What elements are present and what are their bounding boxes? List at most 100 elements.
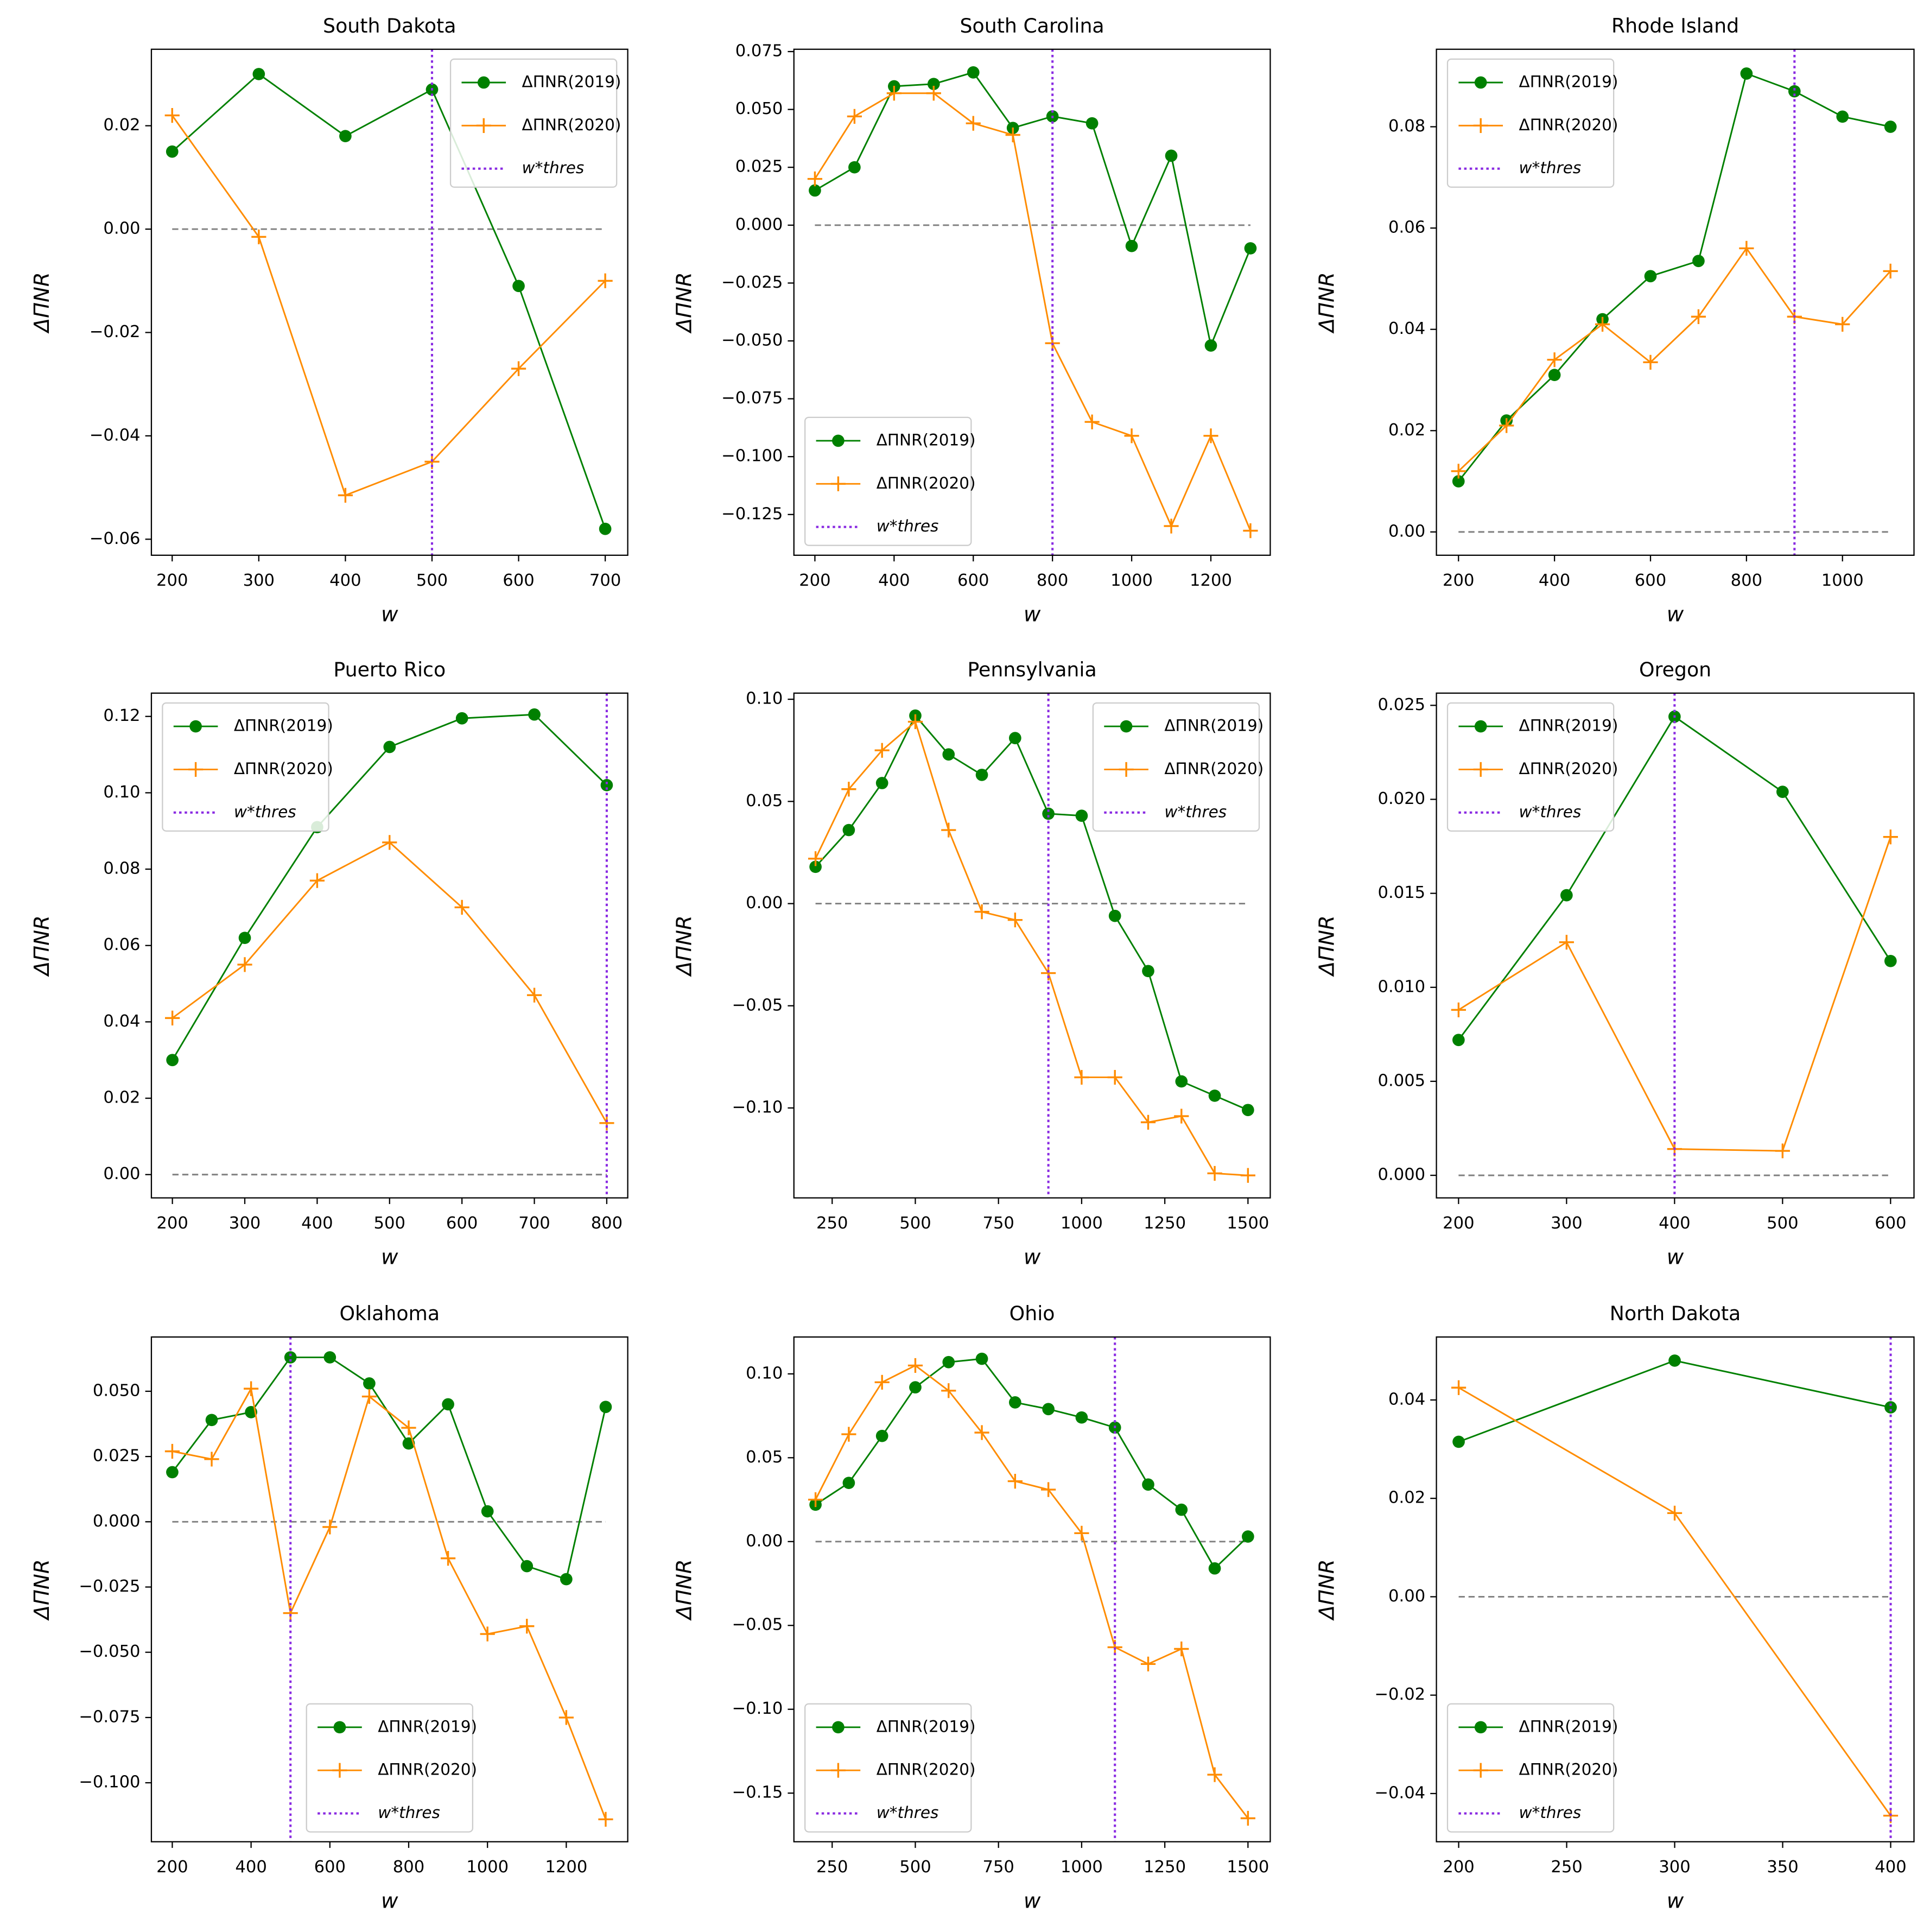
plot-frame <box>793 48 1271 556</box>
legend: ΔΠNR(2019) ΔΠNR(2020) w*thres <box>162 702 333 832</box>
marker <box>1175 1503 1188 1516</box>
x-axis-label: w <box>381 1245 398 1269</box>
y-axis-label: ΔΠNR <box>30 1559 54 1621</box>
marker <box>1175 1075 1188 1088</box>
x-tick-label: 200 <box>1443 571 1474 590</box>
marker <box>1835 316 1850 332</box>
marker <box>1452 1435 1465 1448</box>
marker <box>966 116 981 131</box>
legend-label: ΔΠNR(2019) <box>378 1717 477 1735</box>
marker <box>520 1560 534 1573</box>
x-tick-label: 200 <box>1443 1214 1474 1233</box>
x-tick-label: 250 <box>816 1858 848 1877</box>
marker <box>1107 1069 1122 1085</box>
x-tick-label: 700 <box>518 1214 550 1233</box>
marker <box>283 1605 298 1621</box>
marker <box>886 86 901 101</box>
marker <box>323 1351 337 1364</box>
y-tick-label: −0.05 <box>732 1616 783 1635</box>
marker <box>1884 954 1897 967</box>
marker <box>1041 965 1056 981</box>
marker <box>1204 339 1217 352</box>
y-axis-label: ΔΠNR <box>1315 272 1339 334</box>
y-tick-label: 0.08 <box>103 859 140 878</box>
x-tick-label: 1000 <box>1061 1858 1103 1877</box>
legend-marker <box>1473 1763 1488 1778</box>
legend-label: w*thres <box>877 1803 939 1822</box>
marker <box>164 1443 180 1459</box>
y-axis-label: ΔΠNR <box>672 915 697 977</box>
marker <box>1739 240 1754 256</box>
marker <box>1775 1143 1790 1158</box>
marker <box>165 1010 180 1025</box>
marker <box>1005 127 1020 143</box>
series-line <box>172 115 606 497</box>
marker <box>875 777 888 789</box>
x-tick-label: 400 <box>878 571 910 590</box>
x-axis-label: w <box>1667 1889 1684 1913</box>
marker <box>1124 428 1139 444</box>
marker <box>1243 523 1258 539</box>
marker <box>967 66 980 79</box>
legend-label: ΔΠNR(2020) <box>1519 1760 1618 1779</box>
marker <box>1668 1354 1681 1367</box>
y-tick-label: 0.10 <box>103 783 140 802</box>
marker <box>1009 732 1021 744</box>
legend-marker <box>1473 118 1488 133</box>
x-tick-label: 250 <box>816 1214 848 1233</box>
marker <box>1451 1380 1466 1395</box>
marker <box>1164 518 1179 534</box>
x-tick-label: 800 <box>1037 571 1068 590</box>
y-tick-label: 0.00 <box>746 894 783 913</box>
legend-box <box>804 416 972 546</box>
marker <box>1451 464 1466 479</box>
marker <box>808 851 823 866</box>
legend-marker <box>332 1763 347 1778</box>
marker <box>907 1358 923 1373</box>
marker <box>1007 1473 1023 1489</box>
marker <box>974 904 989 920</box>
x-tick-label: 500 <box>374 1214 405 1233</box>
marker <box>809 184 821 197</box>
legend-label: ΔΠNR(2020) <box>1519 116 1618 134</box>
y-tick-label: −0.125 <box>721 504 783 523</box>
marker <box>1203 428 1218 444</box>
marker <box>440 1551 456 1566</box>
y-tick-label: −0.10 <box>732 1098 783 1117</box>
marker <box>1560 889 1573 902</box>
y-axis-label: ΔΠNR <box>672 272 697 334</box>
y-tick-label: −0.075 <box>721 389 783 408</box>
x-tick-label: 200 <box>156 571 188 590</box>
y-tick-label: 0.015 <box>1378 883 1426 902</box>
x-tick-label: 750 <box>982 1858 1014 1877</box>
y-tick-label: −0.050 <box>79 1642 140 1661</box>
marker <box>1207 1767 1222 1782</box>
y-tick-label: −0.050 <box>721 331 783 350</box>
marker <box>1007 913 1023 928</box>
marker <box>1883 263 1898 279</box>
marker <box>600 778 613 791</box>
y-tick-label: 0.04 <box>1388 1390 1425 1409</box>
legend-marker <box>832 434 845 447</box>
marker <box>1452 1034 1465 1047</box>
marker <box>322 1519 338 1535</box>
x-tick-label: 1000 <box>1061 1214 1103 1233</box>
panel-title: Ohio <box>1010 1302 1055 1325</box>
x-tick-label: 1250 <box>1144 1214 1186 1233</box>
legend-box <box>1092 702 1260 832</box>
series-line <box>1458 1359 1891 1443</box>
y-tick-label: 0.000 <box>1378 1165 1426 1184</box>
marker <box>1240 1168 1255 1183</box>
y-tick-label: 0.04 <box>1388 319 1425 338</box>
marker <box>848 161 861 174</box>
y-axis-label: ΔΠNR <box>30 915 54 977</box>
marker <box>1242 1104 1254 1117</box>
legend-box <box>162 702 329 832</box>
marker <box>1548 369 1561 382</box>
x-tick-label: 700 <box>589 571 621 590</box>
x-tick-label: 300 <box>229 1214 261 1233</box>
marker <box>807 171 823 187</box>
y-tick-label: −0.15 <box>732 1783 783 1802</box>
marker <box>1208 1089 1221 1102</box>
marker <box>942 1355 955 1369</box>
